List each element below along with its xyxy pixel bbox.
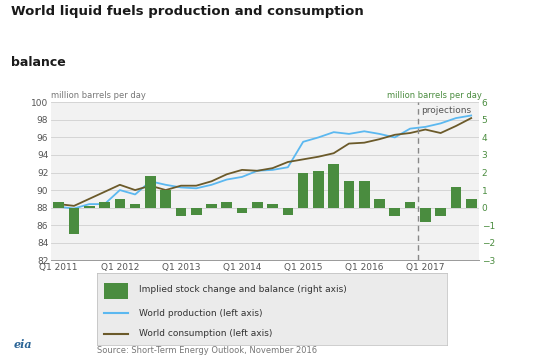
Bar xyxy=(420,208,431,222)
Bar xyxy=(104,283,129,299)
Bar xyxy=(115,199,125,208)
Bar xyxy=(390,208,400,216)
Text: Implied stock change and balance (right axis): Implied stock change and balance (right … xyxy=(139,285,346,294)
Bar xyxy=(175,208,186,216)
Bar xyxy=(282,208,293,215)
Text: projections: projections xyxy=(422,106,472,115)
Bar xyxy=(252,202,263,208)
Bar xyxy=(84,206,95,208)
Bar xyxy=(267,204,278,208)
Bar xyxy=(313,171,324,208)
Text: World consumption (left axis): World consumption (left axis) xyxy=(139,329,272,339)
Bar xyxy=(130,204,140,208)
Bar xyxy=(191,208,202,215)
Text: Source: Short-Term Energy Outlook, November 2016: Source: Short-Term Energy Outlook, Novem… xyxy=(97,346,317,355)
Bar xyxy=(222,202,232,208)
Bar xyxy=(206,204,217,208)
Bar xyxy=(237,208,247,213)
Bar xyxy=(99,202,110,208)
Bar xyxy=(298,173,308,208)
Bar xyxy=(450,187,461,208)
Bar xyxy=(145,176,155,208)
Bar xyxy=(344,181,355,208)
Bar xyxy=(53,202,64,208)
Bar xyxy=(435,208,446,216)
Text: million barrels per day: million barrels per day xyxy=(51,91,146,100)
Text: World production (left axis): World production (left axis) xyxy=(139,308,263,318)
Text: World liquid fuels production and consumption: World liquid fuels production and consum… xyxy=(11,5,364,18)
Bar xyxy=(405,202,415,208)
Text: balance: balance xyxy=(11,56,66,69)
Bar xyxy=(359,181,370,208)
Text: eia: eia xyxy=(13,339,32,350)
Bar xyxy=(328,164,339,208)
Bar xyxy=(374,199,385,208)
Bar xyxy=(160,190,171,208)
Text: million barrels per day: million barrels per day xyxy=(387,91,482,100)
Bar xyxy=(69,208,80,234)
Bar xyxy=(466,199,477,208)
